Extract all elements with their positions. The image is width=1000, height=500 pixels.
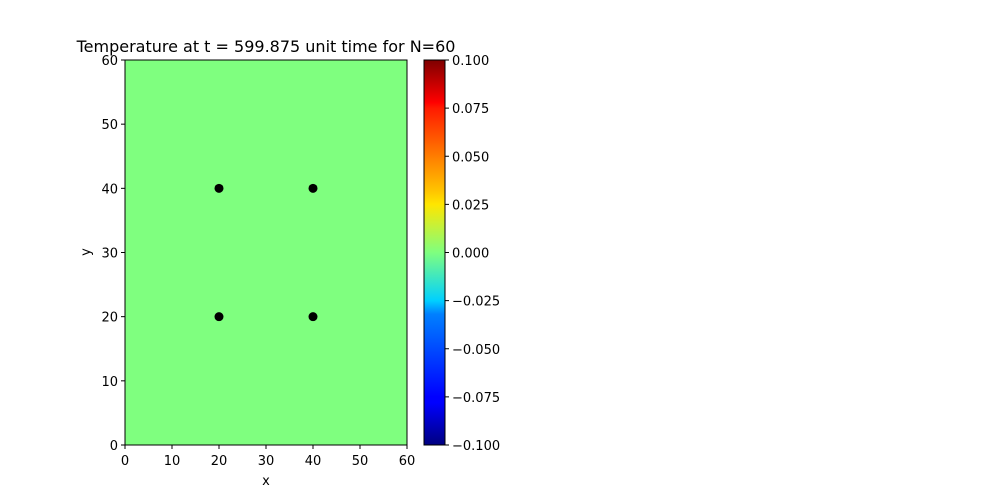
data-point (214, 183, 224, 193)
chart-title: Temperature at t = 599.875 unit time for… (76, 37, 456, 56)
y-tick-label: 0 (110, 439, 118, 454)
data-point (308, 312, 318, 322)
colorbar-tick-label: 0.050 (452, 150, 489, 165)
colorbar-tick-label: −0.100 (452, 439, 500, 454)
y-axis-ticks: 0 10 20 30 40 50 60 (101, 54, 125, 454)
x-axis-ticks: 0 10 20 30 40 50 60 (121, 445, 415, 469)
colorbar-tick-label: 0.025 (452, 198, 489, 213)
data-point (308, 183, 318, 193)
colorbar-tick-label: −0.075 (452, 391, 500, 406)
colorbar-tick-label: −0.025 (452, 295, 500, 310)
y-tick-label: 20 (101, 311, 118, 326)
colorbar-tick-label: −0.050 (452, 343, 500, 358)
y-tick-label: 30 (101, 247, 118, 262)
x-tick-label: 40 (305, 454, 322, 469)
x-tick-label: 50 (352, 454, 369, 469)
colorbar-tick-label: 0.100 (452, 54, 489, 69)
data-point (214, 312, 224, 322)
x-tick-label: 0 (121, 454, 129, 469)
colorbar-ticks: 0.100 0.075 0.050 0.025 0.000 −0.025 −0.050 −0.… (445, 54, 500, 454)
y-tick-label: 50 (101, 118, 118, 133)
x-tick-label: 30 (258, 454, 275, 469)
x-tick-label: 10 (164, 454, 181, 469)
x-axis-label: x (262, 474, 270, 489)
colorbar (423, 59, 446, 446)
y-tick-label: 10 (101, 375, 118, 390)
y-axis-label: y (79, 248, 94, 256)
data-points (214, 183, 318, 322)
y-tick-label: 40 (101, 182, 118, 197)
colorbar-tick-label: 0.075 (452, 102, 489, 117)
x-tick-label: 20 (211, 454, 228, 469)
x-tick-label: 60 (399, 454, 416, 469)
heatmap-field (125, 60, 407, 445)
y-tick-label: 60 (101, 54, 118, 69)
colorbar-tick-label: 0.000 (452, 247, 489, 262)
